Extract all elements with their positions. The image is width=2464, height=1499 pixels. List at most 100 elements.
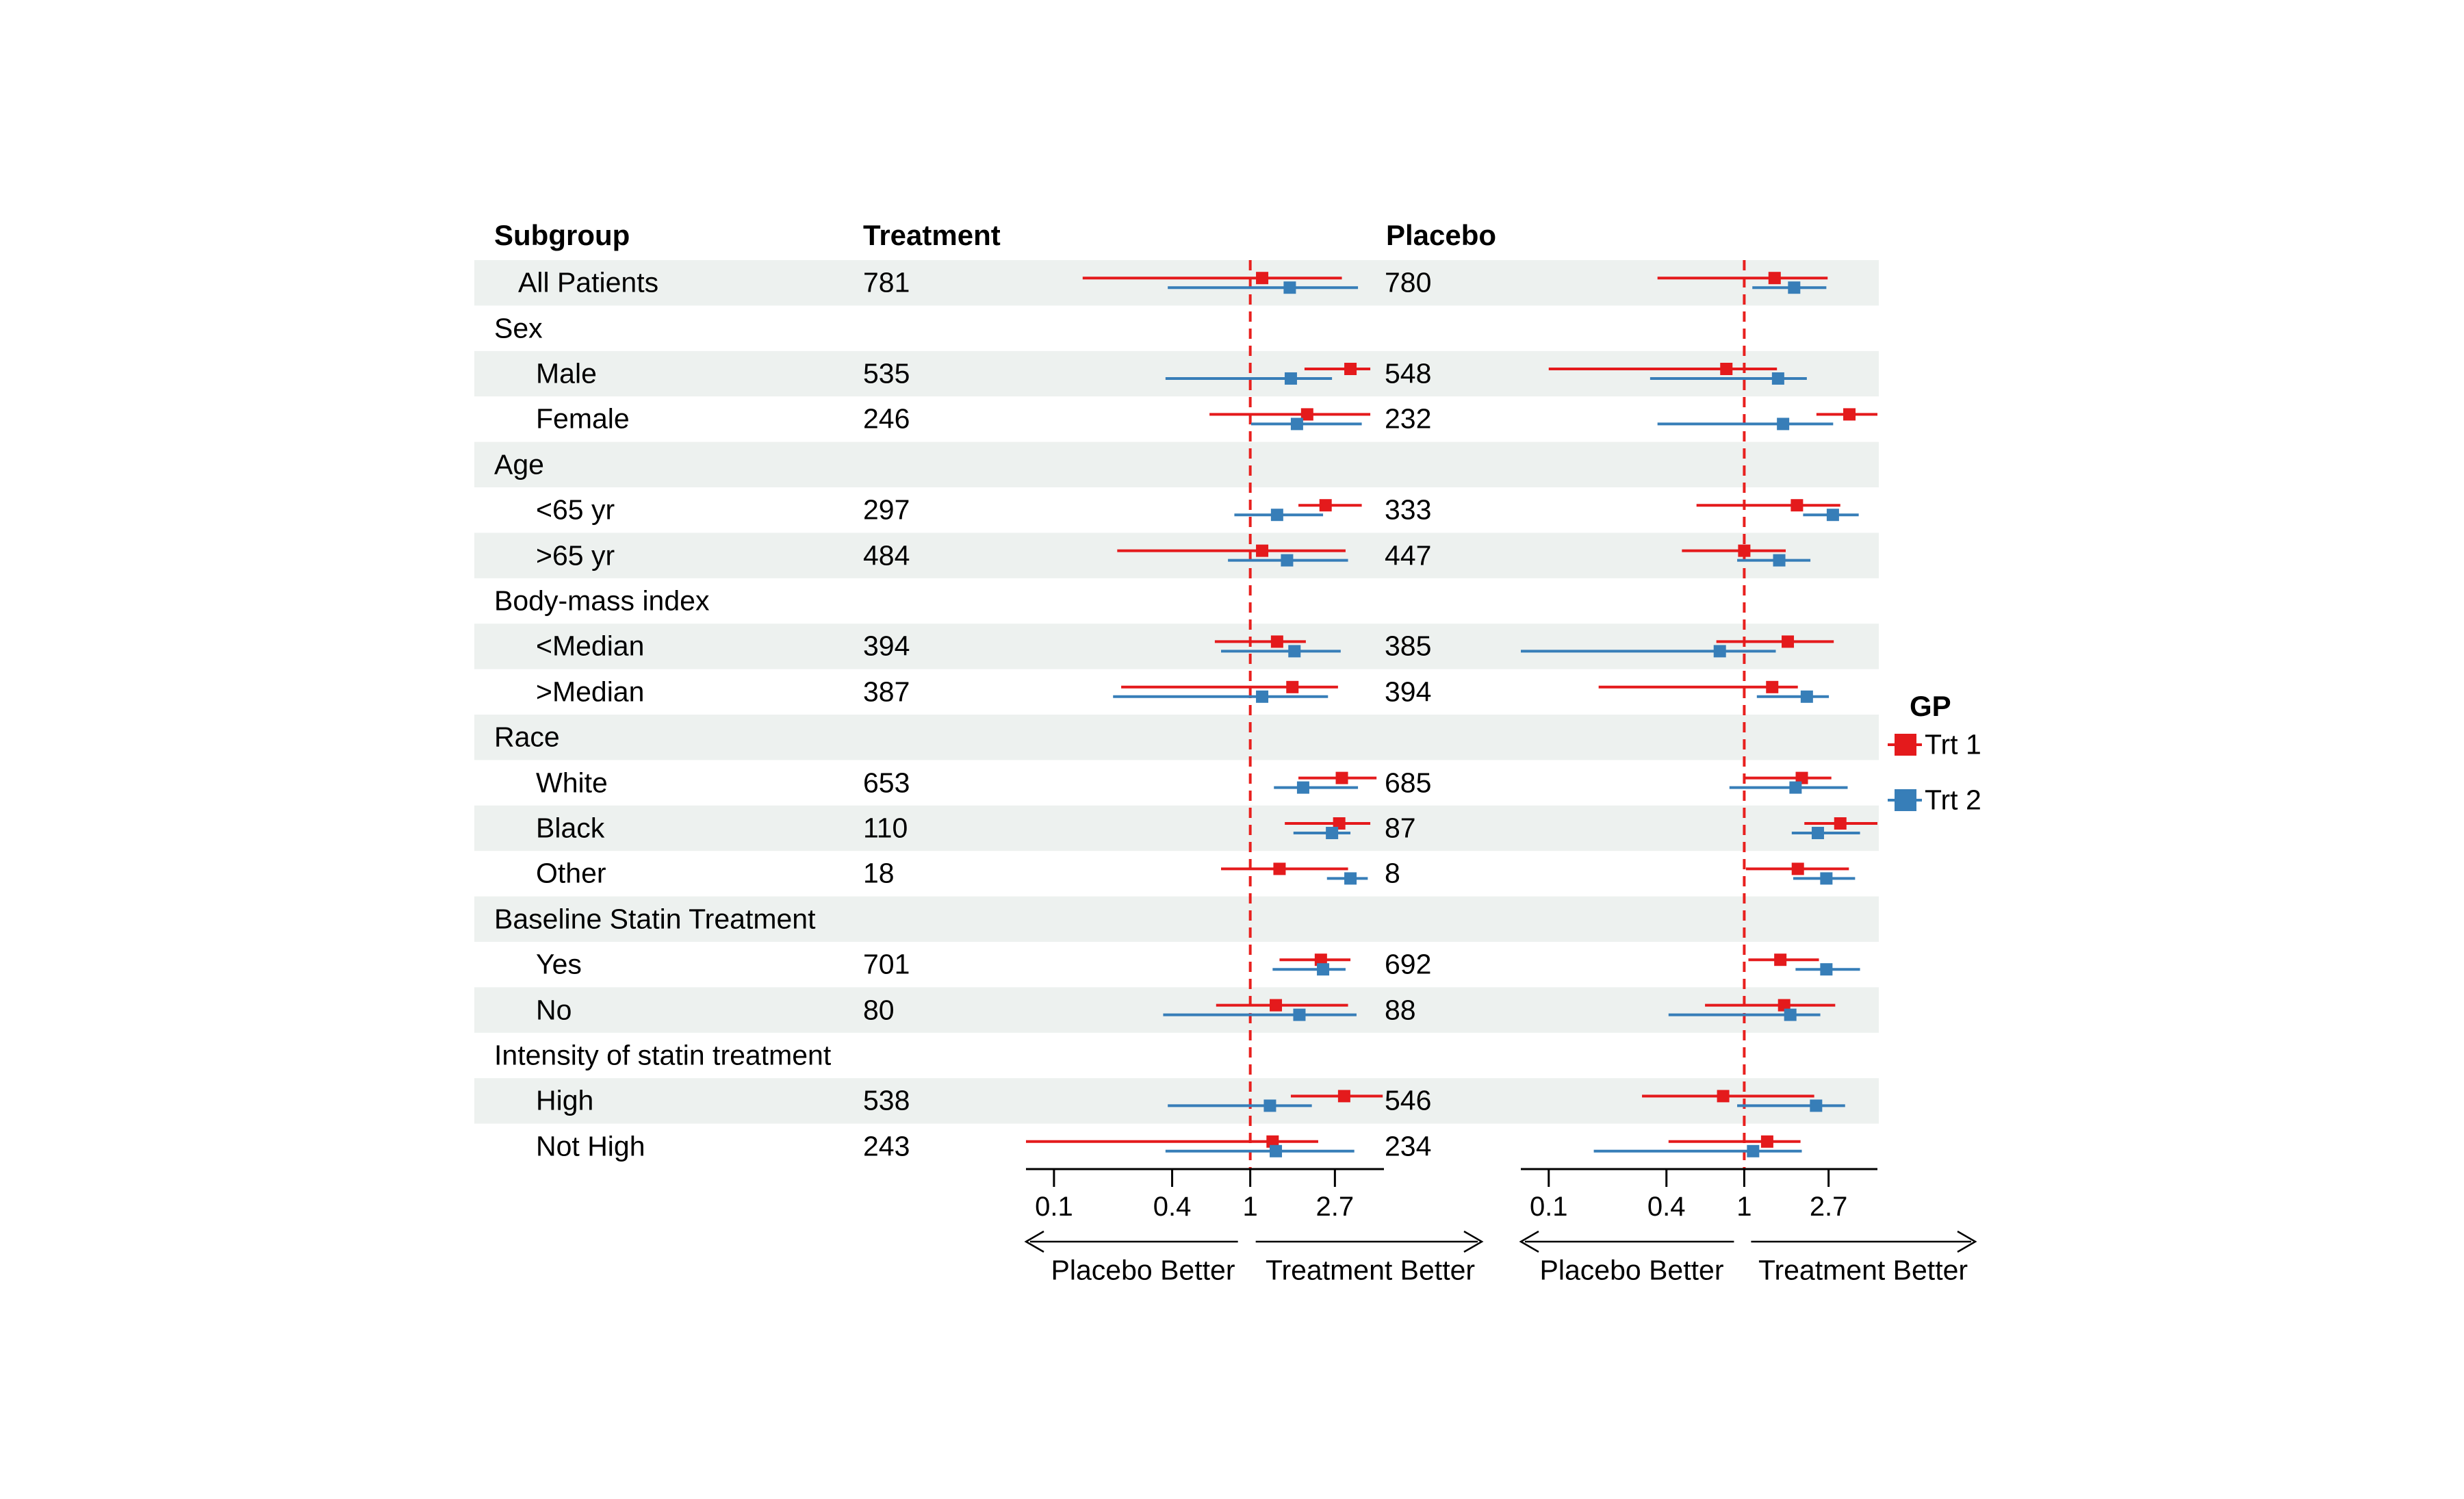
point-marker-trt1 bbox=[1335, 771, 1348, 784]
placebo-count: 385 bbox=[1385, 630, 1432, 662]
placebo-count: 333 bbox=[1385, 494, 1432, 526]
point-marker-trt2 bbox=[1270, 1144, 1283, 1157]
treatment-count: 538 bbox=[863, 1084, 910, 1116]
subgroup-label: White bbox=[536, 767, 608, 799]
point-marker-trt1 bbox=[1319, 499, 1332, 512]
treatment-count: 80 bbox=[863, 994, 895, 1026]
x-tick-label: 0.4 bbox=[1153, 1192, 1192, 1222]
subgroup-label: <65 yr bbox=[536, 494, 615, 526]
treatment-count: 110 bbox=[863, 812, 908, 844]
point-marker-trt1 bbox=[1795, 771, 1808, 784]
subgroup-label: Male bbox=[536, 357, 597, 389]
point-marker-trt1 bbox=[1843, 408, 1856, 421]
arrow-head bbox=[1957, 1230, 1977, 1253]
subgroup-label: No bbox=[536, 994, 572, 1026]
arrow-head bbox=[1463, 1230, 1484, 1253]
point-marker-trt1 bbox=[1782, 635, 1795, 648]
arrow-label-treatment-better-left-panel: Treatment Better bbox=[1265, 1254, 1476, 1286]
legend-title: GP bbox=[1910, 690, 1951, 722]
point-marker-trt2 bbox=[1747, 1144, 1760, 1157]
placebo-count: 447 bbox=[1385, 539, 1432, 572]
point-marker-trt2 bbox=[1344, 872, 1357, 885]
point-marker-trt2 bbox=[1777, 418, 1790, 431]
point-marker-trt2 bbox=[1771, 372, 1784, 385]
point-marker-trt1 bbox=[1834, 817, 1847, 830]
x-tick-label: 1 bbox=[1243, 1192, 1258, 1222]
subgroup-label: High bbox=[536, 1084, 594, 1116]
point-marker-trt2 bbox=[1283, 281, 1296, 294]
column-header-subgroup: Subgroup bbox=[494, 219, 630, 251]
row-band bbox=[474, 896, 1879, 942]
subgroup-category-label: Intensity of statin treatment bbox=[494, 1039, 832, 1071]
subgroup-label: All Patients bbox=[518, 266, 659, 298]
row-band bbox=[474, 624, 1879, 669]
point-marker-trt2 bbox=[1820, 963, 1833, 976]
point-marker-trt1 bbox=[1273, 862, 1286, 875]
treatment-count: 781 bbox=[863, 266, 910, 298]
point-marker-trt1 bbox=[1760, 1135, 1773, 1148]
placebo-count: 8 bbox=[1385, 857, 1400, 889]
subgroup-label: Not High bbox=[536, 1130, 645, 1162]
subgroup-label: Other bbox=[536, 857, 606, 889]
point-marker-trt2 bbox=[1826, 509, 1839, 522]
legend-item-trt2-label: Trt 2 bbox=[1925, 784, 1981, 816]
x-tick-label: 0.1 bbox=[1035, 1192, 1073, 1222]
treatment-count: 653 bbox=[863, 767, 910, 799]
row-band bbox=[474, 805, 1879, 851]
subgroup-category-label: Body-mass index bbox=[494, 585, 710, 617]
placebo-count: 685 bbox=[1385, 767, 1432, 799]
point-marker-trt2 bbox=[1293, 1008, 1306, 1021]
legend-key-square bbox=[1895, 734, 1916, 756]
arrow-label-treatment-better-right-panel: Treatment Better bbox=[1758, 1254, 1968, 1286]
point-marker-trt1 bbox=[1768, 272, 1781, 285]
placebo-count: 546 bbox=[1385, 1084, 1432, 1116]
x-tick-label: 0.4 bbox=[1647, 1192, 1686, 1222]
point-marker-trt1 bbox=[1344, 363, 1357, 375]
point-marker-trt1 bbox=[1774, 953, 1787, 966]
column-header-placebo: Placebo bbox=[1386, 219, 1497, 251]
placebo-count: 88 bbox=[1385, 994, 1416, 1026]
point-marker-trt1 bbox=[1256, 544, 1269, 557]
point-marker-trt1 bbox=[1286, 680, 1299, 693]
row-band bbox=[474, 987, 1879, 1033]
point-marker-trt1 bbox=[1791, 499, 1804, 512]
subgroup-category-label: Age bbox=[494, 448, 544, 481]
point-marker-trt1 bbox=[1266, 1135, 1279, 1148]
subgroup-category-label: Sex bbox=[494, 312, 543, 344]
point-marker-trt2 bbox=[1800, 690, 1813, 703]
subgroup-label: <Median bbox=[536, 630, 645, 662]
point-marker-trt2 bbox=[1317, 963, 1330, 976]
arrow-label-placebo-better-right-panel: Placebo Better bbox=[1539, 1254, 1724, 1286]
point-marker-trt2 bbox=[1788, 281, 1801, 294]
point-marker-trt2 bbox=[1256, 690, 1269, 703]
point-marker-trt2 bbox=[1270, 509, 1283, 522]
point-marker-trt2 bbox=[1811, 827, 1824, 839]
point-marker-trt2 bbox=[1288, 645, 1301, 658]
x-tick-label: 1 bbox=[1736, 1192, 1751, 1222]
point-marker-trt1 bbox=[1337, 1090, 1350, 1103]
point-marker-trt2 bbox=[1820, 872, 1833, 885]
treatment-count: 387 bbox=[863, 676, 910, 708]
point-marker-trt1 bbox=[1791, 862, 1804, 875]
legend-key-square bbox=[1895, 789, 1916, 811]
point-marker-trt2 bbox=[1789, 781, 1802, 794]
treatment-count: 701 bbox=[863, 948, 910, 980]
row-band bbox=[474, 715, 1879, 760]
point-marker-trt1 bbox=[1720, 363, 1733, 375]
x-tick-label: 2.7 bbox=[1810, 1192, 1848, 1222]
treatment-count: 394 bbox=[863, 630, 910, 662]
point-marker-trt2 bbox=[1263, 1099, 1276, 1112]
point-marker-trt1 bbox=[1314, 953, 1327, 966]
subgroup-label: Black bbox=[536, 812, 605, 844]
point-marker-trt1 bbox=[1717, 1090, 1730, 1103]
point-marker-trt1 bbox=[1270, 635, 1283, 648]
placebo-count: 87 bbox=[1385, 812, 1416, 844]
point-marker-trt1 bbox=[1333, 817, 1346, 830]
treatment-count: 243 bbox=[863, 1130, 910, 1162]
point-marker-trt2 bbox=[1810, 1099, 1823, 1112]
point-marker-trt2 bbox=[1284, 372, 1297, 385]
legend-item-trt1-label: Trt 1 bbox=[1925, 728, 1981, 760]
placebo-count: 232 bbox=[1385, 402, 1432, 435]
